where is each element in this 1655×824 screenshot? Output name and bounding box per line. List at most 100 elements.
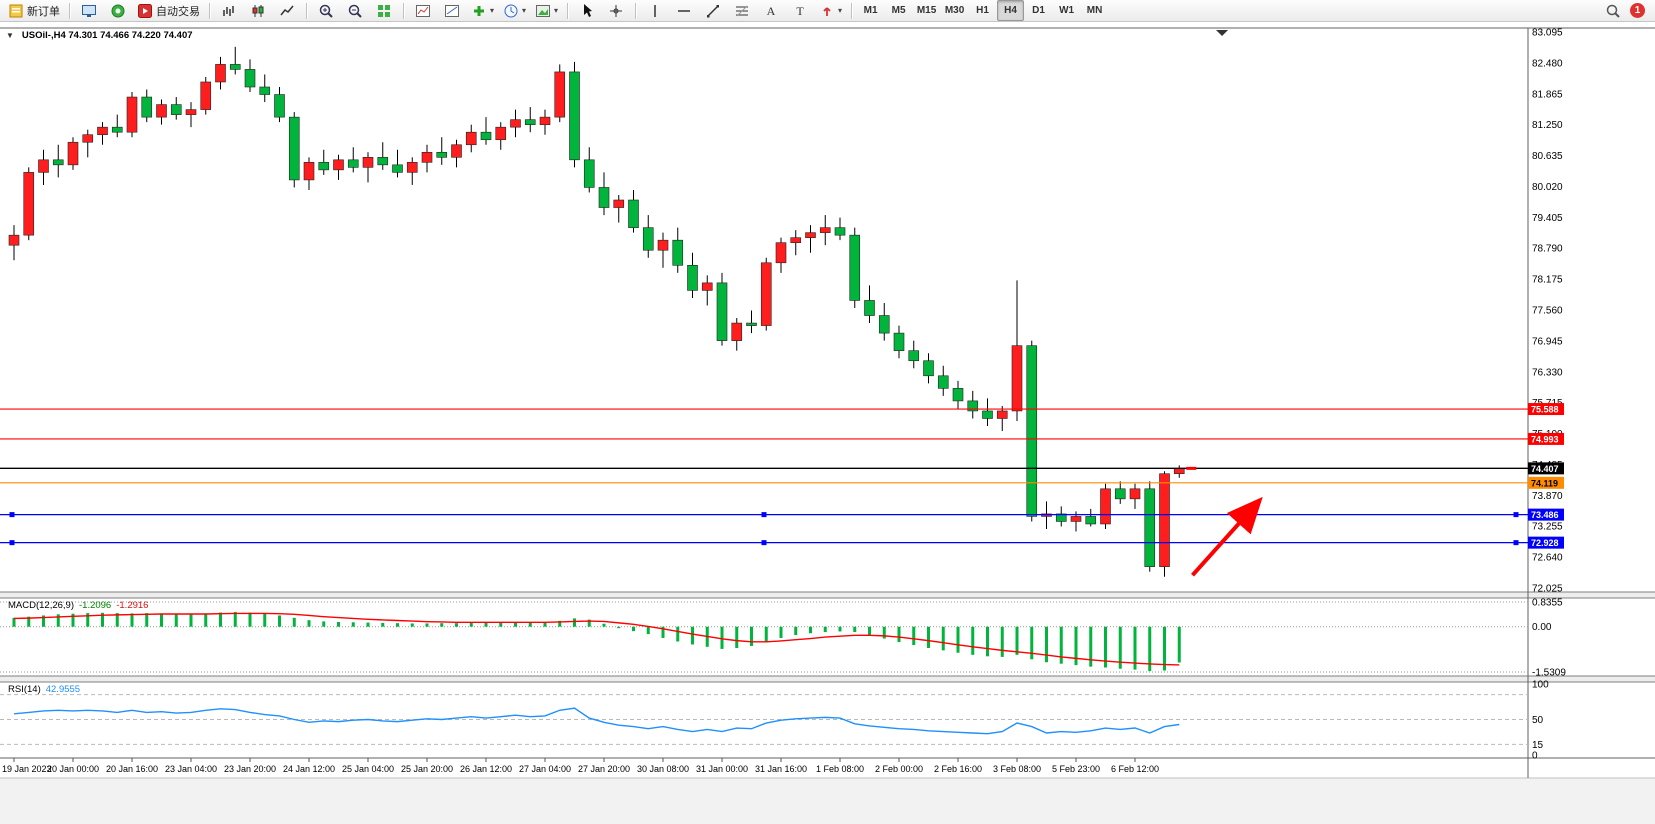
cursor-button[interactable] bbox=[573, 0, 601, 21]
candle-body bbox=[746, 322, 757, 326]
price-badge bbox=[1528, 403, 1564, 416]
timeframe-h4[interactable]: H4 bbox=[997, 0, 1025, 21]
candle-body bbox=[1100, 488, 1111, 525]
chart-shift-marker[interactable] bbox=[1216, 30, 1229, 36]
axis-tick-label: 25 Jan 04:00 bbox=[342, 764, 394, 774]
candle-body bbox=[347, 159, 359, 168]
candle-body bbox=[185, 109, 197, 115]
search-button[interactable] bbox=[1599, 0, 1627, 21]
axis-tick-label: 5 Feb 23:00 bbox=[1052, 764, 1100, 774]
timeframe-mn[interactable]: MN bbox=[1086, 5, 1103, 16]
arrows-tool-button[interactable]: ▾ bbox=[815, 0, 846, 21]
candle-body bbox=[215, 64, 226, 83]
hline-handle[interactable] bbox=[761, 540, 767, 546]
candle-body bbox=[554, 71, 566, 118]
candle-body bbox=[1085, 516, 1097, 525]
candle-body bbox=[952, 388, 964, 402]
zoom-out-button[interactable] bbox=[341, 0, 369, 21]
axis-tick-label: 77.560 bbox=[1532, 306, 1563, 317]
tile-windows-button[interactable] bbox=[370, 0, 398, 21]
templates-button[interactable]: ▾ bbox=[531, 0, 562, 21]
axis-tick-label: 72.928 bbox=[1531, 538, 1559, 548]
arrow-annotation[interactable] bbox=[1191, 496, 1263, 577]
svg-text:T: T bbox=[796, 4, 804, 18]
chart-bars-button[interactable] bbox=[215, 0, 243, 21]
candle-body bbox=[259, 86, 271, 95]
timeframe-m15[interactable]: M15 bbox=[916, 5, 937, 16]
text-icon: A bbox=[767, 4, 776, 18]
trendline-button[interactable] bbox=[699, 0, 727, 21]
chart-candles-button[interactable] bbox=[244, 0, 272, 21]
candle-body bbox=[303, 162, 315, 181]
axis-tick-label: 31 Jan 16:00 bbox=[755, 764, 807, 774]
price-badge bbox=[1528, 462, 1564, 475]
pane-separator[interactable] bbox=[0, 676, 1655, 682]
timeframe-h1[interactable]: H1 bbox=[976, 5, 989, 16]
autotrade-button[interactable]: 自动交易 bbox=[133, 0, 204, 21]
objects-window-button[interactable] bbox=[438, 0, 466, 21]
charts-window-button[interactable] bbox=[75, 0, 103, 21]
pane-separator[interactable] bbox=[0, 592, 1655, 598]
candle-body bbox=[908, 350, 920, 362]
text-label-button[interactable]: T bbox=[786, 0, 814, 21]
candle-body bbox=[362, 157, 374, 168]
candle-body bbox=[392, 164, 403, 173]
tile-windows-icon bbox=[378, 4, 390, 17]
axis-tick-label: 50 bbox=[1532, 715, 1544, 726]
notification-badge[interactable]: 1 bbox=[1630, 3, 1645, 18]
toolbar-separator bbox=[69, 2, 70, 19]
timeframe-w1[interactable]: W1 bbox=[1059, 5, 1075, 16]
rsi-line bbox=[13, 707, 1180, 735]
periods-button[interactable]: ▾ bbox=[499, 0, 530, 21]
axis-tick-label: 19 Jan 2023 bbox=[2, 764, 52, 774]
hline-handle[interactable] bbox=[761, 512, 767, 518]
vertical-line-button[interactable] bbox=[641, 0, 669, 21]
axis-tick-label: 82.480 bbox=[1532, 58, 1563, 69]
text-button[interactable]: A bbox=[757, 0, 785, 21]
zoom-in-button[interactable] bbox=[312, 0, 340, 21]
hline-handle[interactable] bbox=[1513, 512, 1519, 518]
timeframe-m30[interactable]: M30 bbox=[944, 5, 965, 16]
candle-body bbox=[1129, 488, 1141, 500]
axis-tick-label: 31 Jan 00:00 bbox=[696, 764, 748, 774]
one-click-trading-toggle[interactable]: ▼ bbox=[6, 31, 14, 40]
chart-canvas[interactable]: 83.095 82.480 81.865 81.250 80.635 80.020 79.4… bbox=[0, 22, 1655, 824]
candle-body bbox=[1114, 488, 1126, 500]
crosshair-button[interactable] bbox=[602, 0, 630, 21]
timeframe-m1[interactable]: M1 bbox=[863, 5, 878, 16]
axis-tick-label: 2 Feb 16:00 bbox=[934, 764, 982, 774]
chart-window[interactable]: 83.095 82.480 81.865 81.250 80.635 80.020 79.4… bbox=[0, 22, 1655, 824]
new-order-button[interactable]: 新订单 bbox=[4, 0, 64, 21]
hline-handle[interactable] bbox=[9, 512, 15, 518]
axis-tick-label: 2 Feb 00:00 bbox=[875, 764, 923, 774]
axis-tick-label: 78.175 bbox=[1532, 275, 1563, 286]
fibonacci-button[interactable] bbox=[728, 0, 756, 21]
profiles-button[interactable] bbox=[104, 0, 132, 21]
new-order-icon bbox=[9, 4, 23, 17]
hline-handle[interactable] bbox=[1513, 540, 1519, 546]
chevron-down-icon: ▾ bbox=[838, 5, 843, 15]
timeframe-m5[interactable]: M5 bbox=[891, 5, 906, 16]
indicators-window-button[interactable] bbox=[409, 0, 437, 21]
candles-layer bbox=[8, 46, 1185, 577]
hline-handle[interactable] bbox=[9, 540, 15, 546]
candle-body bbox=[775, 242, 787, 264]
timeframe-d1[interactable]: D1 bbox=[1032, 5, 1045, 16]
candle-body bbox=[67, 141, 79, 166]
toolbar-separator bbox=[403, 2, 404, 19]
toolbar-separator bbox=[567, 2, 569, 19]
toolbar-separator bbox=[209, 2, 210, 19]
horizontal-line-button[interactable] bbox=[670, 0, 698, 21]
candle-body bbox=[893, 332, 905, 351]
axis-tick-label: 80.020 bbox=[1532, 182, 1563, 193]
templates-icon bbox=[536, 4, 551, 17]
candle-body bbox=[436, 151, 448, 158]
add-indicator-icon bbox=[474, 5, 484, 16]
axis-tick-label: 6 Feb 12:00 bbox=[1111, 764, 1159, 774]
crosshair-icon bbox=[610, 4, 623, 17]
chart-line-button[interactable] bbox=[273, 0, 301, 21]
add-indicator-button[interactable]: ▾ bbox=[467, 0, 498, 21]
candle-body bbox=[111, 126, 123, 133]
axis-tick-label: 0.8355 bbox=[1532, 598, 1563, 609]
